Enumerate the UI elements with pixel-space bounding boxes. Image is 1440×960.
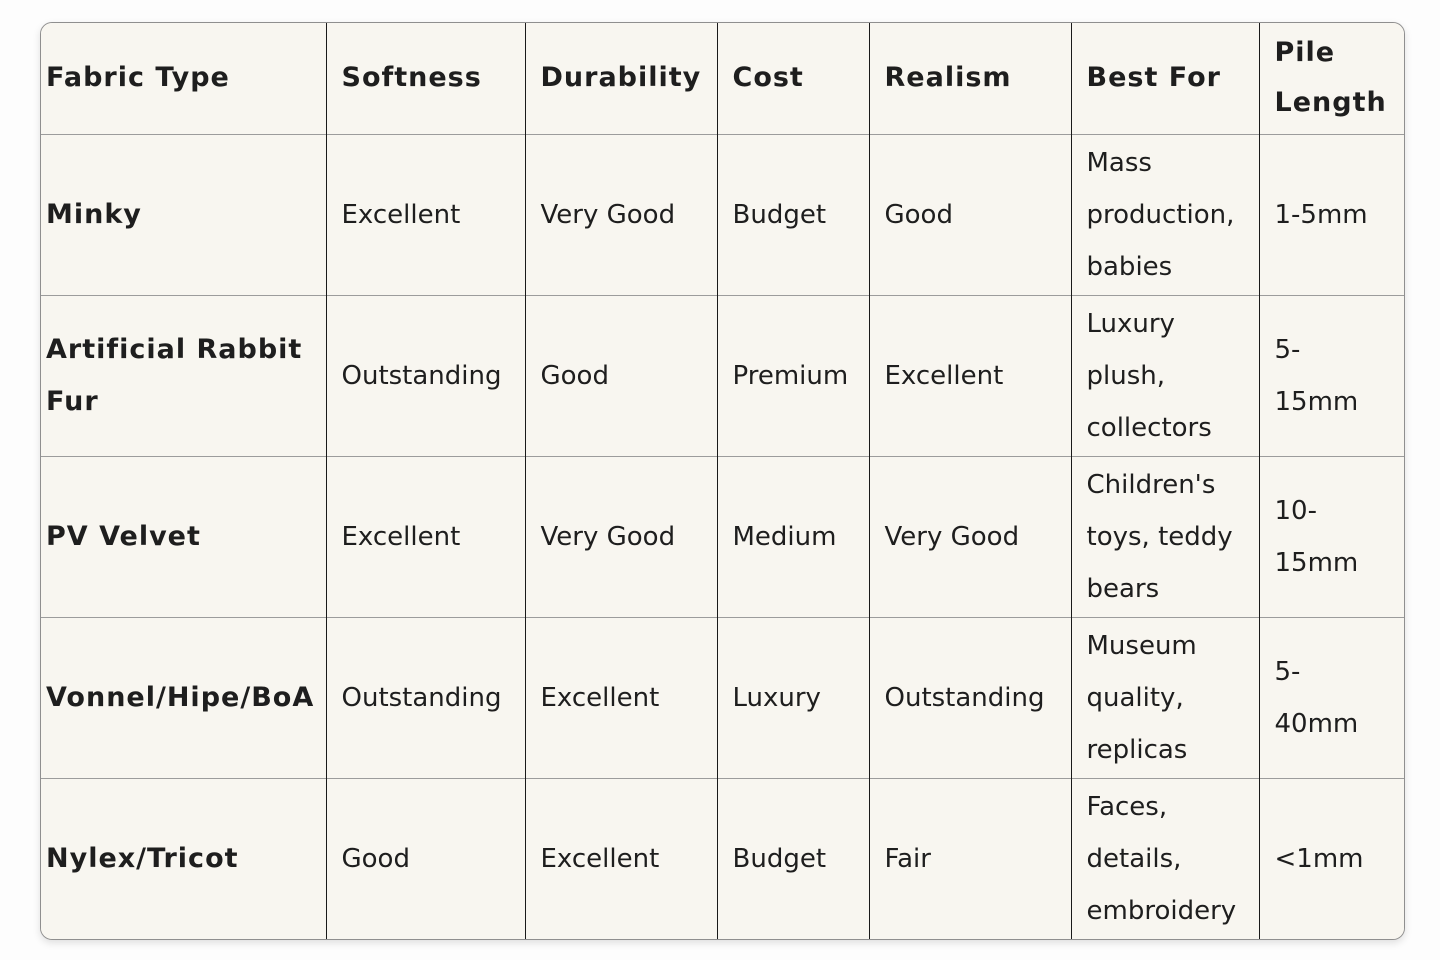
cell-best-for: Faces, details, embroidery xyxy=(1070,777,1259,939)
table-row: Minky Excellent Very Good Budget Good Ma… xyxy=(41,133,1404,295)
cell-durability: Excellent xyxy=(524,616,717,778)
cell-softness: Outstanding xyxy=(325,294,525,456)
cell-cost: Luxury xyxy=(716,616,869,778)
cell-fabric-name: Nylex/Tricot xyxy=(41,777,326,939)
col-header-durability: Durability xyxy=(524,23,717,134)
cell-softness: Good xyxy=(325,777,525,939)
fabric-comparison-table: Fabric Type Softness Durability Cost Rea… xyxy=(40,22,1405,940)
col-header-realism: Realism xyxy=(868,23,1071,134)
cell-softness: Excellent xyxy=(325,133,525,295)
cell-pile-length: 1-5mm xyxy=(1258,133,1404,295)
cell-cost: Budget xyxy=(716,777,869,939)
header-row: Fabric Type Softness Durability Cost Rea… xyxy=(41,23,1404,134)
cell-realism: Excellent xyxy=(868,294,1071,456)
col-header-pile-length: Pile Length xyxy=(1258,23,1404,134)
col-header-softness: Softness xyxy=(325,23,525,134)
col-header-cost: Cost xyxy=(716,23,869,134)
table: Fabric Type Softness Durability Cost Rea… xyxy=(41,23,1404,939)
cell-softness: Excellent xyxy=(325,455,525,617)
cell-realism: Good xyxy=(868,133,1071,295)
table-row: PV Velvet Excellent Very Good Medium Ver… xyxy=(41,455,1404,617)
cell-pile-length: <1mm xyxy=(1258,777,1404,939)
cell-softness: Outstanding xyxy=(325,616,525,778)
cell-cost: Medium xyxy=(716,455,869,617)
col-header-fabric-type: Fabric Type xyxy=(41,23,326,134)
cell-cost: Premium xyxy=(716,294,869,456)
cell-fabric-name: PV Velvet xyxy=(41,455,326,617)
cell-fabric-name: Artificial Rabbit Fur xyxy=(41,294,326,456)
table-row: Artificial Rabbit Fur Outstanding Good P… xyxy=(41,294,1404,456)
table-header: Fabric Type Softness Durability Cost Rea… xyxy=(41,23,1404,134)
cell-pile-length: 5-40mm xyxy=(1258,616,1404,778)
cell-best-for: Children's toys, teddy bears xyxy=(1070,455,1259,617)
cell-realism: Very Good xyxy=(868,455,1071,617)
cell-realism: Fair xyxy=(868,777,1071,939)
cell-best-for: Luxury plush, collectors xyxy=(1070,294,1259,456)
cell-best-for: Mass production, babies xyxy=(1070,133,1259,295)
table-row: Nylex/Tricot Good Excellent Budget Fair … xyxy=(41,777,1404,939)
cell-pile-length: 5-15mm xyxy=(1258,294,1404,456)
cell-durability: Good xyxy=(524,294,717,456)
cell-durability: Very Good xyxy=(524,133,717,295)
table-row: Vonnel/Hipe/BoA Outstanding Excellent Lu… xyxy=(41,616,1404,778)
col-header-best-for: Best For xyxy=(1070,23,1259,134)
cell-cost: Budget xyxy=(716,133,869,295)
cell-fabric-name: Minky xyxy=(41,133,326,295)
cell-realism: Outstanding xyxy=(868,616,1071,778)
cell-durability: Excellent xyxy=(524,777,717,939)
cell-durability: Very Good xyxy=(524,455,717,617)
cell-fabric-name: Vonnel/Hipe/BoA xyxy=(41,616,326,778)
cell-pile-length: 10-15mm xyxy=(1258,455,1404,617)
cell-best-for: Museum quality, replicas xyxy=(1070,616,1259,778)
table-body: Minky Excellent Very Good Budget Good Ma… xyxy=(41,133,1404,939)
